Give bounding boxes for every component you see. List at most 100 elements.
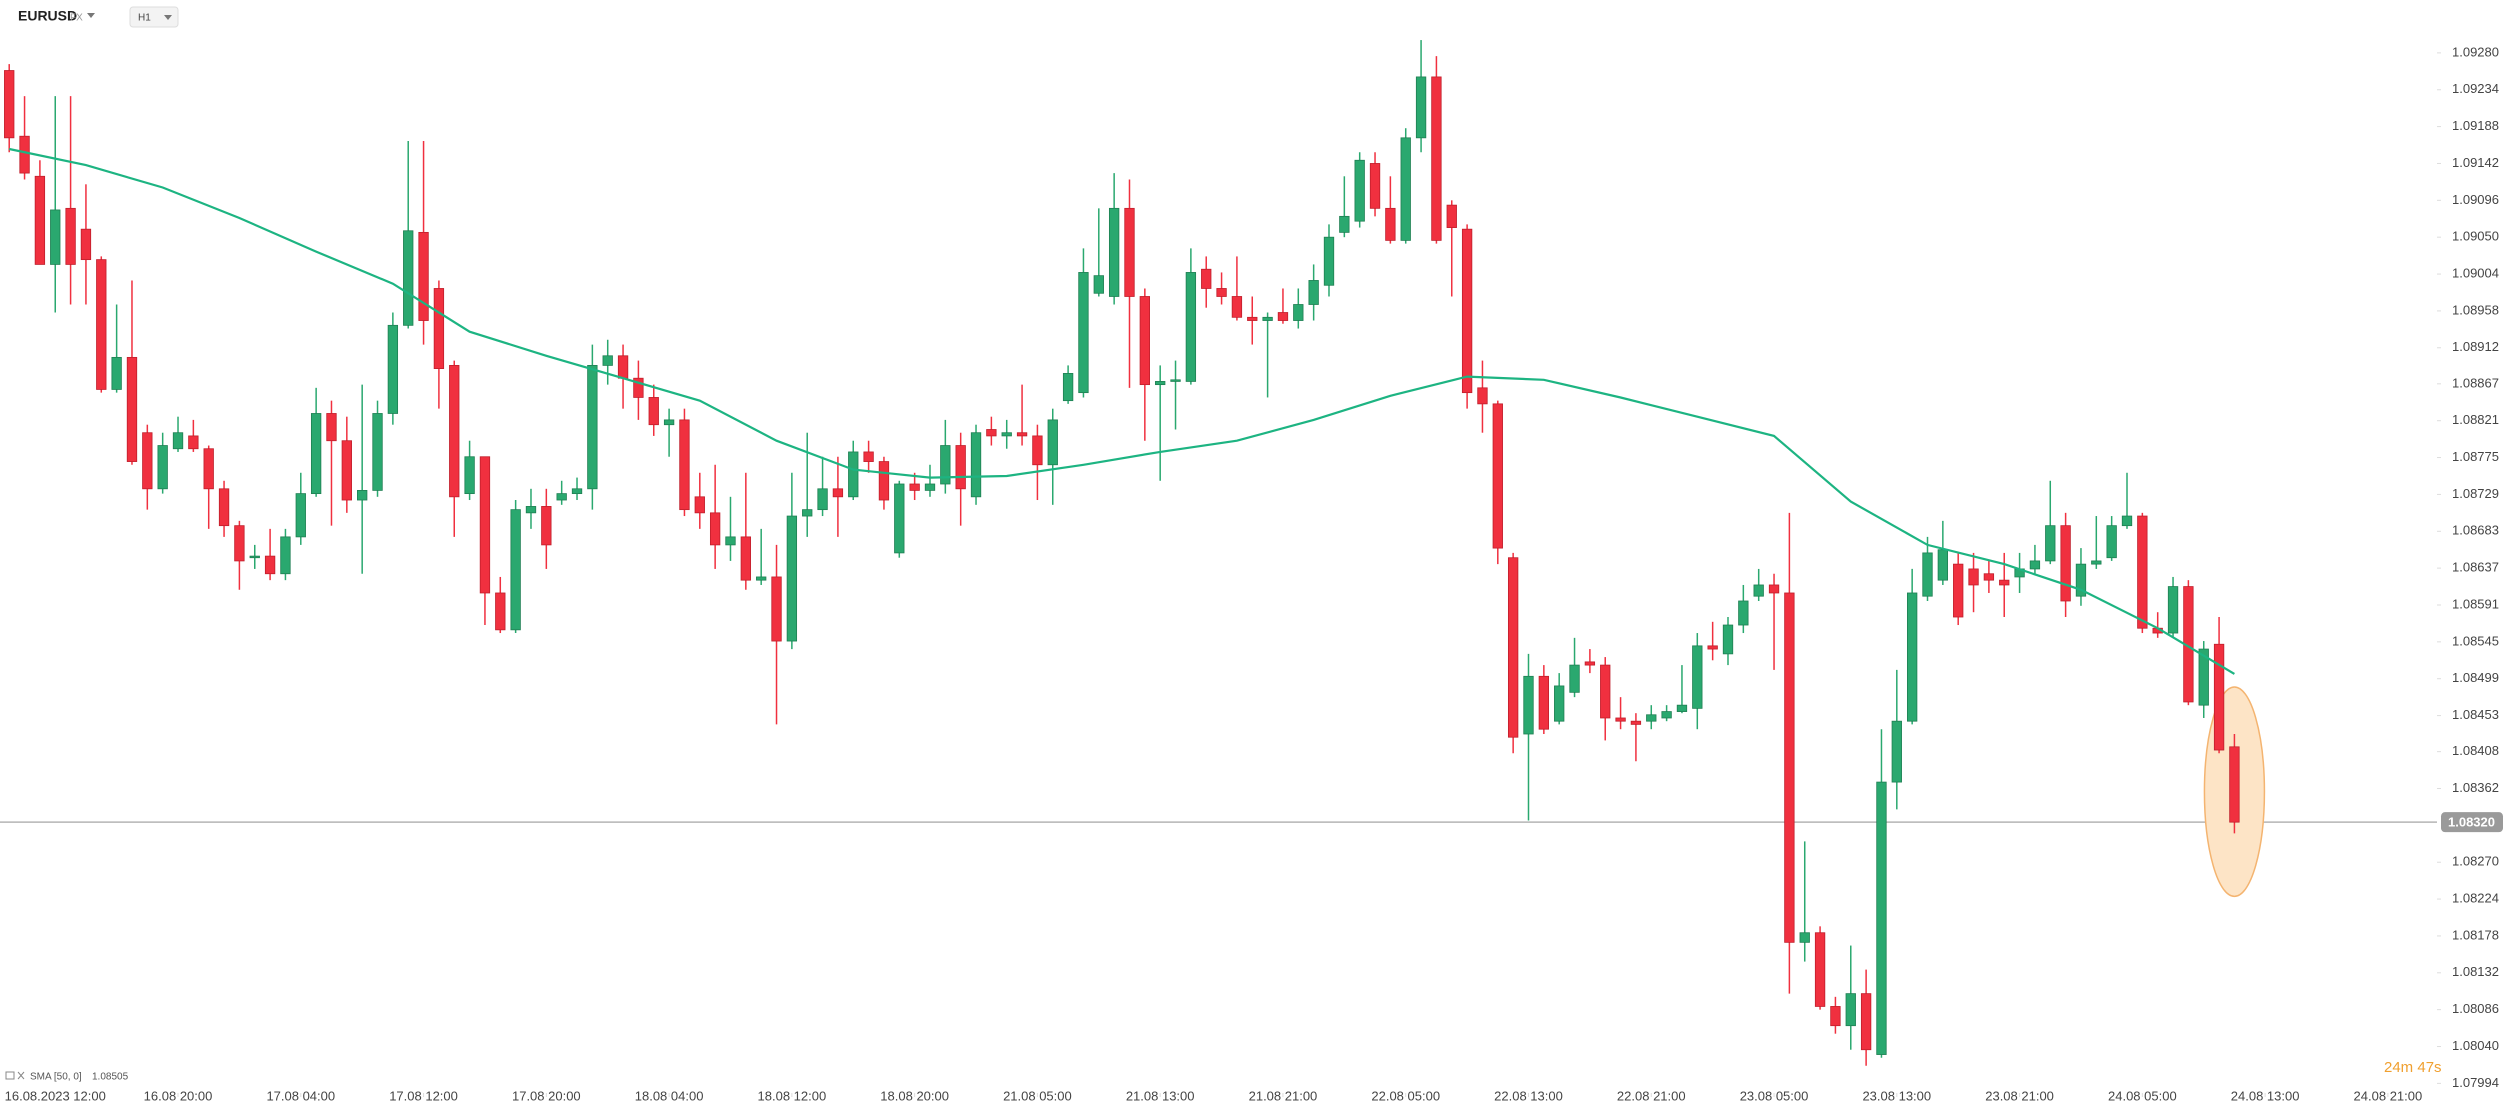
candle-body [1676,704,1688,712]
candle-body [740,536,751,581]
candle-body [1216,288,1227,297]
candle-body [2106,525,2117,559]
candle-body [34,175,46,265]
candle-body [848,451,859,498]
candle-body [1569,664,1580,693]
candle-body [1584,661,1596,666]
candle-body [771,576,782,642]
candle-body [310,413,322,495]
candle-body [1968,568,1979,586]
candle-body [1906,592,1918,722]
candle-body [19,135,30,174]
candle-body [1753,584,1764,597]
candle-body [142,432,153,490]
timeframe-dropdown[interactable] [164,15,172,20]
x-tick-label: 16.08.2023 12:00 [5,1088,106,1103]
candle-body [1860,993,1872,1051]
y-tick-label: 1.08683 [2452,523,2499,538]
y-tick-label: 1.08821 [2452,412,2499,427]
candle-body [587,364,598,490]
y-tick-label: 1.08178 [2452,927,2499,942]
x-tick-label: 18.08 12:00 [758,1088,827,1103]
timeframe[interactable]: H1 [138,13,151,24]
indicator-legend: SMA [50, 0] 1.08505 [5,1071,129,1083]
y-tick-label: 1.08362 [2452,780,2499,795]
candle-body [694,496,705,514]
y-tick-label: 1.09004 [2452,265,2499,280]
y-tick-label: 1.07994 [2452,1075,2499,1090]
x-tick-label: 18.08 20:00 [880,1088,949,1103]
candle-body [1953,563,1964,618]
candle-body [1983,573,1995,581]
candle-body [878,461,890,501]
candle-body [1768,584,1780,594]
candle-body [940,445,951,485]
candle-body [894,483,905,554]
candle-body [1615,717,1626,722]
candle-body [1922,552,1933,597]
candle-body [1415,76,1427,139]
candle-body [1477,387,1488,405]
y-tick-label: 1.08040 [2452,1038,2499,1053]
candle-body [218,488,230,527]
candle-body [832,488,844,498]
candle-body [203,448,214,490]
x-tick-label: 17.08 12:00 [389,1088,458,1103]
candle-body [802,509,813,517]
candle-body [1431,76,1442,241]
y-tick-label: 1.08132 [2452,964,2499,979]
x-tick-label: 17.08 20:00 [512,1088,581,1103]
candle-body [986,429,997,437]
candle-body [970,432,982,498]
candle-body [1799,932,1810,943]
x-tick-label: 21.08 21:00 [1249,1088,1318,1103]
candle-body [418,231,429,321]
y-tick-label: 1.08408 [2452,743,2499,758]
candle-body [1139,296,1150,386]
candle-body [111,356,122,390]
candle-body [725,536,736,546]
indicator-close[interactable] [17,1071,25,1080]
candle-body [1047,419,1058,466]
candle-body [1155,381,1166,386]
y-tick-label: 1.08729 [2452,486,2499,501]
candle-body [2229,746,2240,823]
candle-body [556,493,567,501]
candle-body [172,432,184,450]
candle-body [372,413,383,491]
y-tick-label: 1.09234 [2452,81,2499,96]
x-tick-label: 24.08 13:00 [2231,1088,2300,1103]
symbol-dropdown[interactable] [87,13,95,18]
candle-body [264,555,276,575]
symbol[interactable]: EURUSD [18,8,77,24]
candle-body [863,451,874,462]
candle-body [1354,159,1365,222]
candle-body [602,355,613,366]
y-tick-label: 1.09188 [2452,118,2499,133]
candle-body [1262,316,1273,321]
y-tick-label: 1.08224 [2452,891,2499,906]
candle-body [1707,645,1718,650]
candle-body [1247,316,1258,321]
y-tick-label: 1.08912 [2452,339,2499,354]
candle-body [2045,525,2056,562]
candle-body [571,488,583,495]
candle-body [1814,932,1826,1007]
x-tick-label: 23.08 21:00 [1985,1088,2054,1103]
candle-body [1108,207,1120,297]
y-tick-label: 1.08545 [2452,633,2499,648]
x-tick-label: 16.08 20:00 [144,1088,213,1103]
candle-body [2137,515,2148,629]
candle-body [234,525,245,562]
y-tick-label: 1.09280 [2452,44,2499,59]
candle-body [1461,228,1473,394]
timeframe-box[interactable] [129,6,179,28]
candle-body [449,364,460,498]
candle-body [2121,515,2133,527]
candle-body [955,445,966,490]
candle-body [786,515,798,642]
candle-body [1692,645,1703,709]
candle-body [50,209,61,265]
candle-body [1600,664,1611,719]
indicator-icon[interactable] [5,1071,15,1080]
